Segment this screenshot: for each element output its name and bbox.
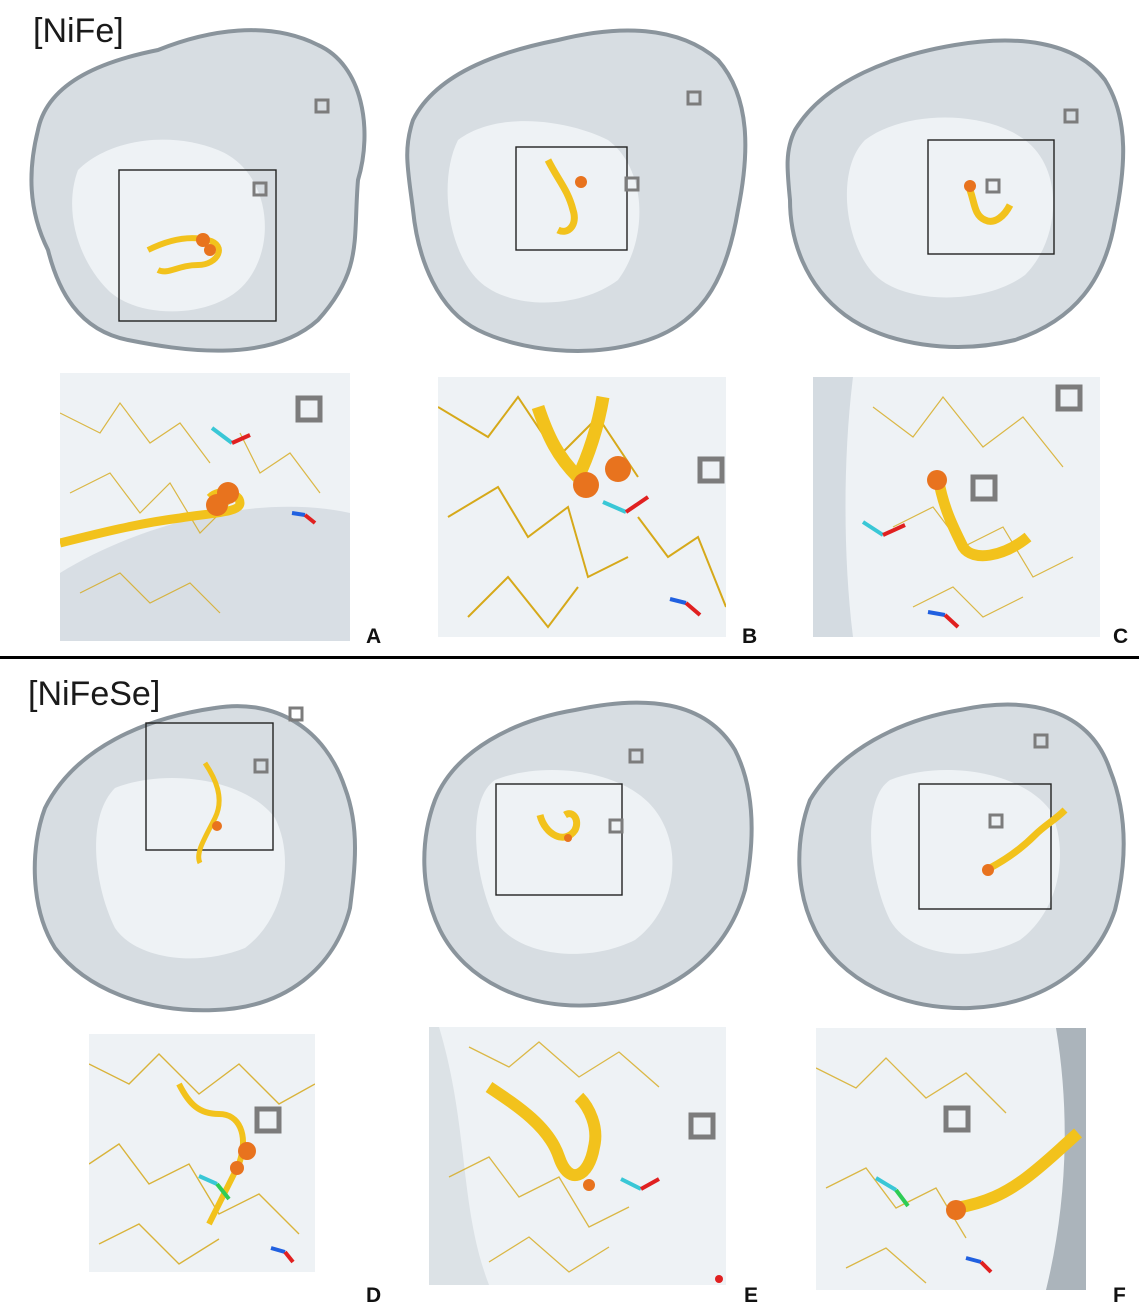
panel-label-f: F	[1113, 1284, 1126, 1307]
zoom-panel-e	[429, 1027, 726, 1285]
section-title-nife: [NiFe]	[33, 12, 124, 50]
panel-label-c: C	[1113, 625, 1129, 648]
panel-label-a: A	[366, 625, 382, 648]
zoom-box	[515, 146, 628, 251]
panel-label-d: D	[366, 1284, 382, 1307]
overview-render-e	[422, 700, 754, 1008]
zoom-box	[495, 783, 623, 896]
panel-label-e: E	[744, 1284, 759, 1307]
panel-label-b: B	[742, 625, 758, 648]
section-divider	[0, 656, 1139, 659]
overview-render-c	[785, 38, 1126, 349]
zoom-panel-f	[816, 1028, 1086, 1290]
zoom-panel-b	[438, 377, 726, 637]
overview-render-d	[32, 704, 357, 1013]
section-title-nifese: [NiFeSe]	[28, 675, 161, 713]
zoom-box	[918, 783, 1052, 910]
overview-render-b	[405, 28, 748, 353]
zoom-panel-d	[89, 1034, 315, 1272]
zoom-box	[118, 169, 277, 322]
zoom-panel-a	[60, 373, 350, 641]
overview-render-a	[29, 28, 367, 353]
overview-render-f	[797, 702, 1126, 1011]
zoom-box	[927, 139, 1055, 255]
zoom-box	[145, 722, 274, 851]
zoom-panel-c	[813, 377, 1100, 637]
